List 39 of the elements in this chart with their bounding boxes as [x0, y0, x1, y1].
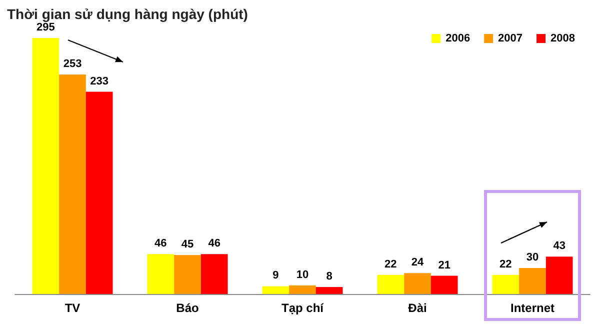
x-tick-label: TV: [64, 301, 80, 315]
bar: [262, 286, 290, 294]
bar: [546, 256, 573, 294]
bar: [147, 254, 174, 294]
data-label: 9: [272, 270, 279, 282]
data-label: 45: [181, 238, 194, 250]
legend-label: 2007: [498, 32, 523, 44]
data-label: 46: [154, 238, 167, 250]
data-label: 21: [438, 259, 450, 272]
data-label: 24: [411, 256, 424, 269]
data-label: 46: [208, 238, 220, 250]
bar: [59, 74, 86, 294]
data-label: 233: [90, 75, 109, 88]
x-tick-label: Đài: [408, 301, 427, 315]
data-label: 8: [326, 270, 332, 283]
bar: [200, 254, 228, 294]
data-label: 22: [500, 258, 512, 270]
chart-title: Thời gian sử dụng hàng ngày (phút): [7, 6, 248, 22]
data-label: 22: [384, 258, 397, 270]
bar: [404, 273, 431, 294]
bar: [492, 274, 520, 294]
data-label: 10: [296, 268, 309, 281]
bar: [430, 276, 458, 294]
bar: [32, 38, 60, 294]
bar: [174, 254, 201, 294]
x-tick-label: Tạp chí: [281, 301, 324, 315]
bar: [289, 285, 316, 294]
x-tick-label: Báo: [176, 301, 199, 315]
bar: [86, 92, 113, 294]
data-label: 253: [63, 58, 82, 70]
bar: [377, 274, 404, 294]
data-label: 30: [526, 251, 539, 264]
x-tick-label: Internet: [510, 301, 555, 315]
legend-label: 2006: [446, 32, 470, 44]
data-label: 43: [553, 240, 566, 252]
bar: [316, 287, 343, 294]
bar: [519, 268, 546, 294]
data-label: 295: [36, 22, 55, 34]
legend-label: 2008: [550, 32, 576, 44]
